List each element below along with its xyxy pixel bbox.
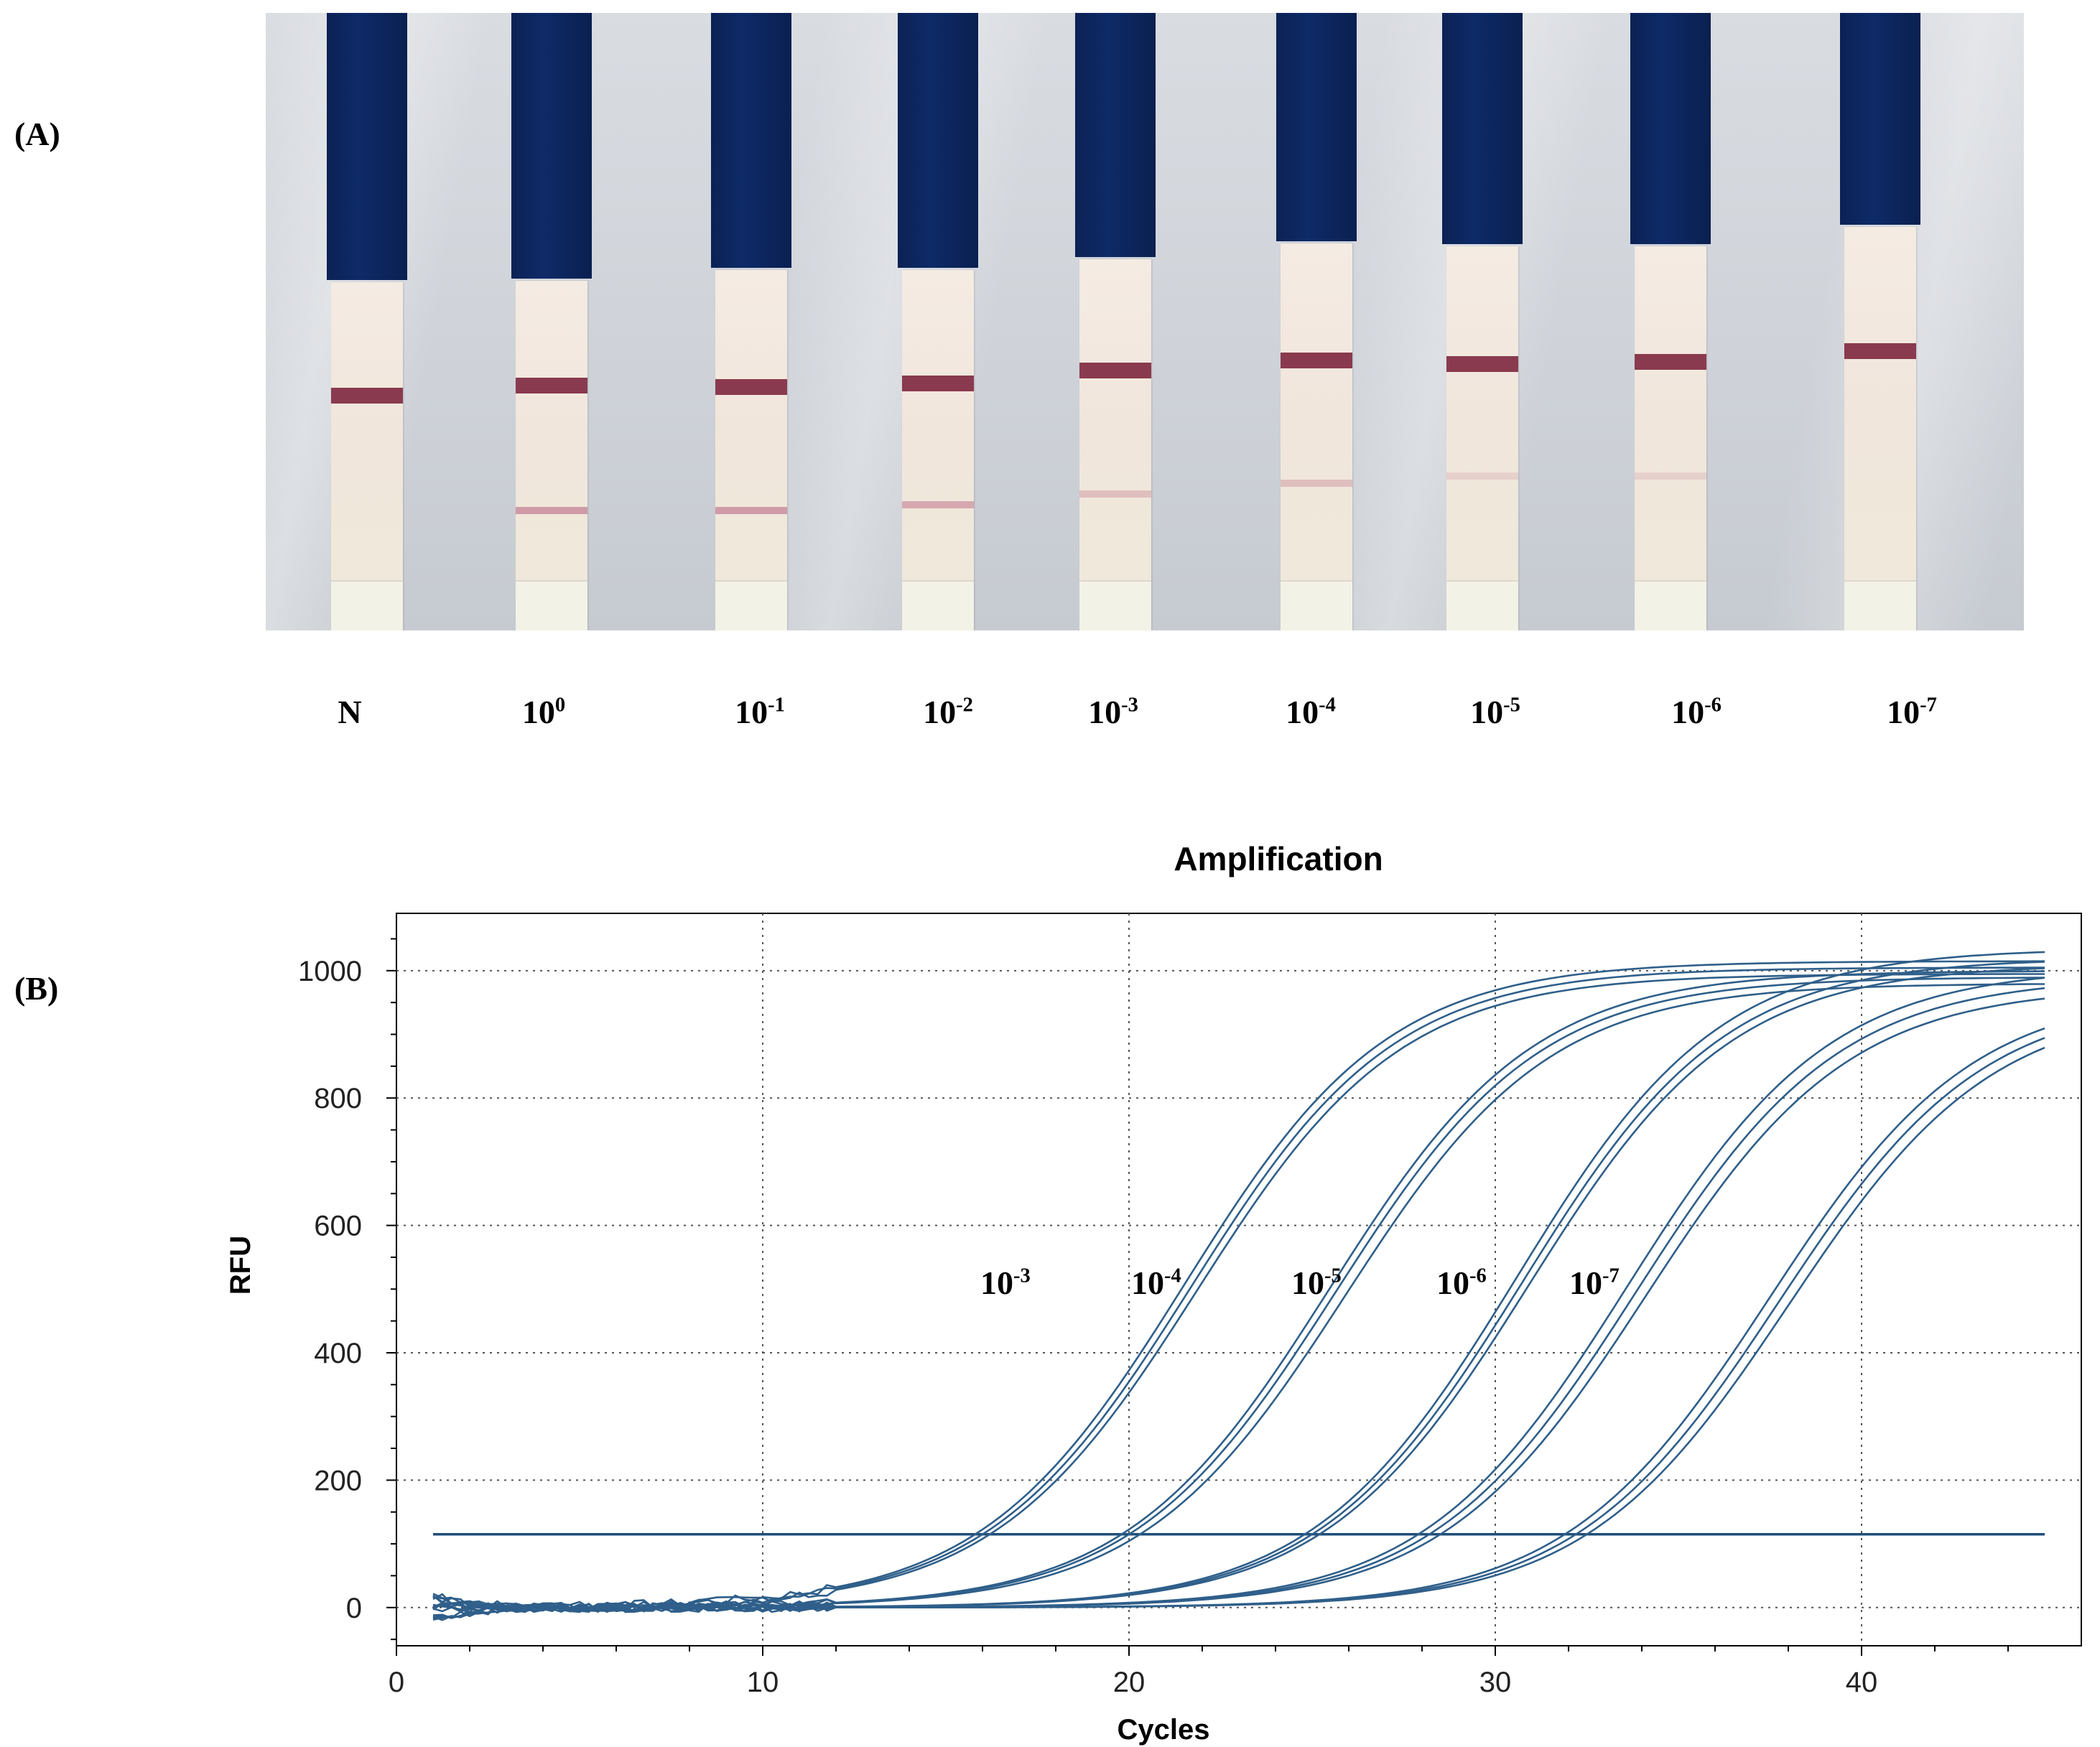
sample-pad <box>902 580 974 630</box>
control-line <box>1079 363 1151 378</box>
amplification-curve <box>432 1046 2045 1613</box>
control-line <box>902 376 974 391</box>
strip-membrane <box>1635 246 1706 630</box>
x-tick-label: 20 <box>1113 1667 1146 1698</box>
strip-label: 10-2 <box>923 694 973 730</box>
control-line <box>331 388 403 404</box>
strip-handle <box>511 13 592 279</box>
strip-handle <box>1442 13 1523 244</box>
x-tick-label: 10 <box>747 1667 779 1698</box>
y-tick-label: 1000 <box>298 956 362 987</box>
control-line <box>1844 343 1916 359</box>
strip-handle <box>327 13 407 280</box>
x-axis-label: Cycles <box>1118 1714 1210 1746</box>
strip-membrane <box>1281 243 1352 630</box>
x-tick-label: 0 <box>389 1667 404 1698</box>
strip-label: 10-7 <box>1887 694 1937 730</box>
chart-title: Amplification <box>1174 840 1383 877</box>
strip-label: 10-3 <box>1088 694 1138 730</box>
sample-pad <box>1844 580 1916 630</box>
amplification-curve <box>432 960 2045 1619</box>
plot-area <box>396 913 2082 1646</box>
test-line <box>715 507 787 514</box>
curve-group-label: 10-5 <box>1291 1264 1342 1301</box>
y-tick-label: 600 <box>314 1211 362 1242</box>
test-strip <box>898 13 978 630</box>
strip-handle <box>898 13 978 268</box>
curve-group-label: 10-4 <box>1131 1264 1181 1301</box>
test-line <box>1635 472 1706 480</box>
control-line <box>1635 354 1706 370</box>
control-line <box>1281 353 1352 368</box>
test-line <box>902 501 974 508</box>
strip-handle <box>1840 13 1920 225</box>
strip-membrane <box>715 270 787 630</box>
y-tick-label: 200 <box>314 1465 362 1496</box>
y-axis-label: RFU <box>225 1236 256 1295</box>
amplification-curve <box>432 973 2045 1611</box>
strip-label: 10-5 <box>1470 694 1520 730</box>
strip-label: 10-6 <box>1671 694 1722 730</box>
y-tick-label: 400 <box>314 1338 362 1369</box>
strip-label: 100 <box>521 694 566 730</box>
test-strip <box>711 13 791 630</box>
test-strip <box>1840 13 1920 630</box>
strip-handle <box>1630 13 1711 244</box>
strip-label: N <box>338 694 362 730</box>
test-strip <box>511 13 592 630</box>
test-line <box>1281 480 1352 487</box>
strip-membrane <box>331 282 403 630</box>
strip-label: 10-4 <box>1286 694 1336 730</box>
sample-pad <box>516 580 587 630</box>
test-strip <box>1630 13 1711 630</box>
test-strip <box>327 13 407 630</box>
control-line <box>1446 356 1518 372</box>
control-line <box>516 378 587 393</box>
x-tick-label: 30 <box>1479 1667 1512 1698</box>
test-line <box>516 507 587 514</box>
curve-group-label: 10-6 <box>1436 1264 1487 1301</box>
lateral-flow-strips-photo <box>266 13 2024 630</box>
strip-membrane <box>902 270 974 630</box>
strip-handle <box>711 13 791 268</box>
panel-label-a: (A) <box>14 116 60 152</box>
strip-handle <box>1075 13 1156 257</box>
amplification-curve <box>432 951 2045 1621</box>
strip-handle <box>1276 13 1357 241</box>
test-strip <box>1276 13 1357 630</box>
panel-label-b: (B) <box>14 970 59 1007</box>
sample-pad <box>1281 580 1352 630</box>
y-tick-label: 0 <box>346 1593 362 1624</box>
curve-group-label: 10-3 <box>980 1264 1031 1301</box>
sample-pad <box>331 580 403 630</box>
test-strip <box>1442 13 1523 630</box>
strip-membrane <box>1844 227 1916 630</box>
curve-group-label: 10-7 <box>1569 1264 1620 1301</box>
strip-membrane <box>1079 259 1151 630</box>
sample-pad <box>1635 580 1706 630</box>
strip-label: 10-1 <box>735 694 785 730</box>
test-strip <box>1075 13 1156 630</box>
y-tick-label: 800 <box>314 1083 362 1114</box>
test-line <box>1446 472 1518 480</box>
sample-pad <box>1079 580 1151 630</box>
test-line <box>1079 490 1151 498</box>
control-line <box>715 379 787 395</box>
sample-pad <box>715 580 787 630</box>
x-tick-label: 40 <box>1846 1667 1878 1698</box>
sample-pad <box>1446 580 1518 630</box>
strip-membrane <box>1446 246 1518 630</box>
strip-membrane <box>516 281 587 630</box>
